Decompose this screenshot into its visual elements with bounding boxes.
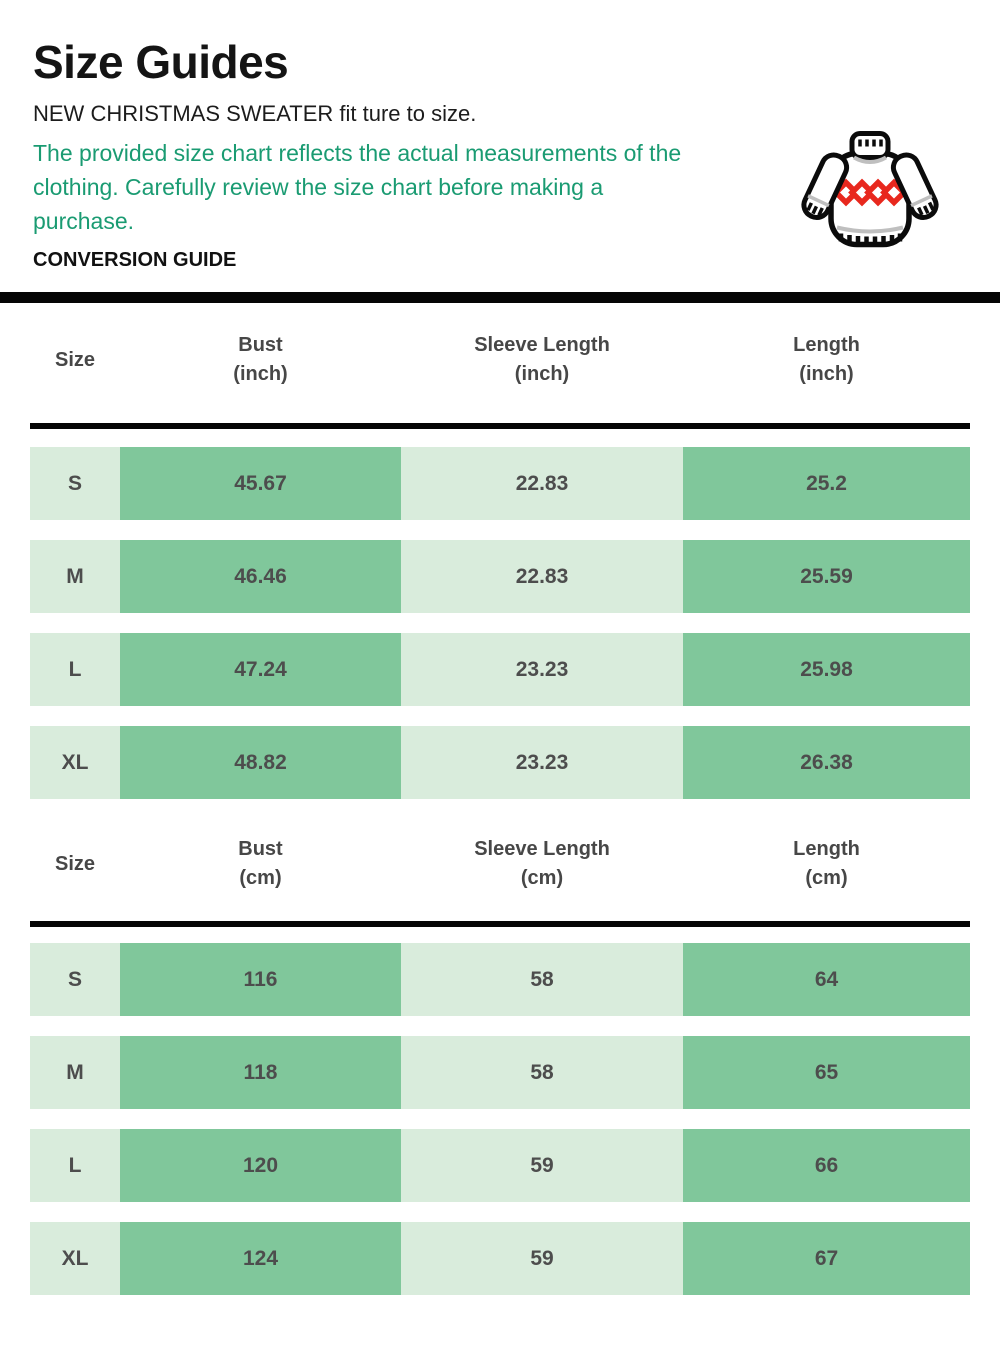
bust-value-cell: 118 [120, 1036, 401, 1109]
length-value-cell: 25.2 [683, 447, 970, 520]
size-label-cell: L [30, 633, 120, 706]
sleeve-value-cell: 59 [401, 1129, 683, 1202]
size-label-cell: XL [30, 1222, 120, 1295]
bust-value-cell: 47.24 [120, 633, 401, 706]
column-header-size: Size [54, 852, 96, 875]
sleeve-value-cell: 59 [401, 1222, 683, 1295]
length-value-cell: 67 [683, 1222, 970, 1295]
table-header-divider [30, 423, 970, 429]
bust-value-cell: 120 [120, 1129, 401, 1202]
size-chart-note: The provided size chart reflects the act… [33, 140, 682, 234]
length-value-cell: 26.38 [683, 726, 970, 799]
bust-value-cell: 46.46 [120, 540, 401, 613]
size-table-inches: Size Bust (inch) Sleeve Length (inch) Le… [30, 331, 970, 1295]
sweater-icon [800, 128, 940, 258]
length-value-cell: 65 [683, 1036, 970, 1109]
sleeve-value-cell: 22.83 [401, 447, 683, 520]
column-header-sleeve-length: Sleeve Length (cm) [474, 838, 610, 889]
table-row: XL 48.82 23.23 26.38 [30, 726, 970, 799]
column-header-bust: Bust (inch) [233, 334, 288, 385]
table-row: L 120 59 66 [30, 1129, 970, 1202]
length-value-cell: 64 [683, 943, 970, 1016]
page-content: Size Guides NEW CHRISTMAS SWEATER fit tu… [0, 36, 1000, 274]
bust-value-cell: 48.82 [120, 726, 401, 799]
size-label-cell: L [30, 1129, 120, 1202]
table-row: S 45.67 22.83 25.2 [30, 447, 970, 520]
product-fit-subtitle: NEW CHRISTMAS SWEATER fit ture to size. [33, 101, 477, 126]
table-row: XL 124 59 67 [30, 1222, 970, 1295]
table-header-inches: Size Bust (inch) Sleeve Length (inch) Le… [30, 331, 970, 389]
length-value-cell: 66 [683, 1129, 970, 1202]
column-header-bust: Bust (cm) [238, 838, 283, 889]
length-value-cell: 25.59 [683, 540, 970, 613]
sleeve-value-cell: 23.23 [401, 726, 683, 799]
sleeve-value-cell: 58 [401, 943, 683, 1016]
table-row: S 116 58 64 [30, 943, 970, 1016]
sleeve-value-cell: 58 [401, 1036, 683, 1109]
bust-value-cell: 45.67 [120, 447, 401, 520]
conversion-guide-label: CONVERSION GUIDE [33, 249, 237, 271]
size-label-cell: M [30, 1036, 120, 1109]
sleeve-value-cell: 23.23 [401, 633, 683, 706]
sleeve-value-cell: 22.83 [401, 540, 683, 613]
size-label-cell: M [30, 540, 120, 613]
table-header-cm: Size Bust (cm) Sleeve Length (cm) Length… [30, 835, 970, 893]
table-header-divider [30, 921, 970, 927]
size-label-cell: S [30, 943, 120, 1016]
size-label-cell: S [30, 447, 120, 520]
table-row: L 47.24 23.23 25.98 [30, 633, 970, 706]
table-row: M 118 58 65 [30, 1036, 970, 1109]
column-header-length: Length (inch) [793, 334, 860, 385]
length-value-cell: 25.98 [683, 633, 970, 706]
page-title: Size Guides [33, 36, 289, 88]
column-header-size: Size [54, 348, 96, 371]
section-divider [0, 292, 1000, 303]
table-row: M 46.46 22.83 25.59 [30, 540, 970, 613]
column-header-length: Length (cm) [793, 838, 860, 889]
bust-value-cell: 116 [120, 943, 401, 1016]
bust-value-cell: 124 [120, 1222, 401, 1295]
size-label-cell: XL [30, 726, 120, 799]
column-header-sleeve-length: Sleeve Length (inch) [474, 334, 610, 385]
